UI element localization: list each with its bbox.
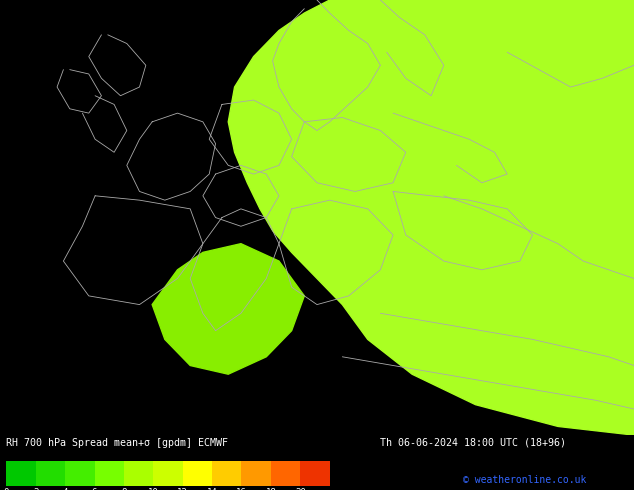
FancyBboxPatch shape (6, 462, 36, 486)
FancyBboxPatch shape (94, 462, 124, 486)
FancyBboxPatch shape (212, 462, 242, 486)
Text: 8: 8 (121, 488, 127, 490)
Text: 12: 12 (178, 488, 188, 490)
Text: 0: 0 (4, 488, 9, 490)
FancyBboxPatch shape (36, 462, 65, 486)
Polygon shape (152, 244, 304, 374)
FancyBboxPatch shape (242, 462, 271, 486)
Text: 18: 18 (266, 488, 276, 490)
Text: 2: 2 (33, 488, 39, 490)
FancyBboxPatch shape (124, 462, 153, 486)
Text: RH 700 hPa Spread mean+σ [gpdm] ECMWF: RH 700 hPa Spread mean+σ [gpdm] ECMWF (6, 438, 228, 448)
Text: © weatheronline.co.uk: © weatheronline.co.uk (463, 474, 586, 485)
Text: 10: 10 (148, 488, 158, 490)
Text: 4: 4 (62, 488, 68, 490)
Text: 20: 20 (295, 488, 306, 490)
FancyBboxPatch shape (301, 462, 330, 486)
Text: 6: 6 (92, 488, 97, 490)
Text: 14: 14 (207, 488, 217, 490)
Polygon shape (228, 0, 634, 435)
FancyBboxPatch shape (271, 462, 301, 486)
FancyBboxPatch shape (153, 462, 183, 486)
Text: Th 06-06-2024 18:00 UTC (18+96): Th 06-06-2024 18:00 UTC (18+96) (380, 438, 566, 448)
Text: 16: 16 (236, 488, 247, 490)
FancyBboxPatch shape (65, 462, 94, 486)
FancyBboxPatch shape (183, 462, 212, 486)
